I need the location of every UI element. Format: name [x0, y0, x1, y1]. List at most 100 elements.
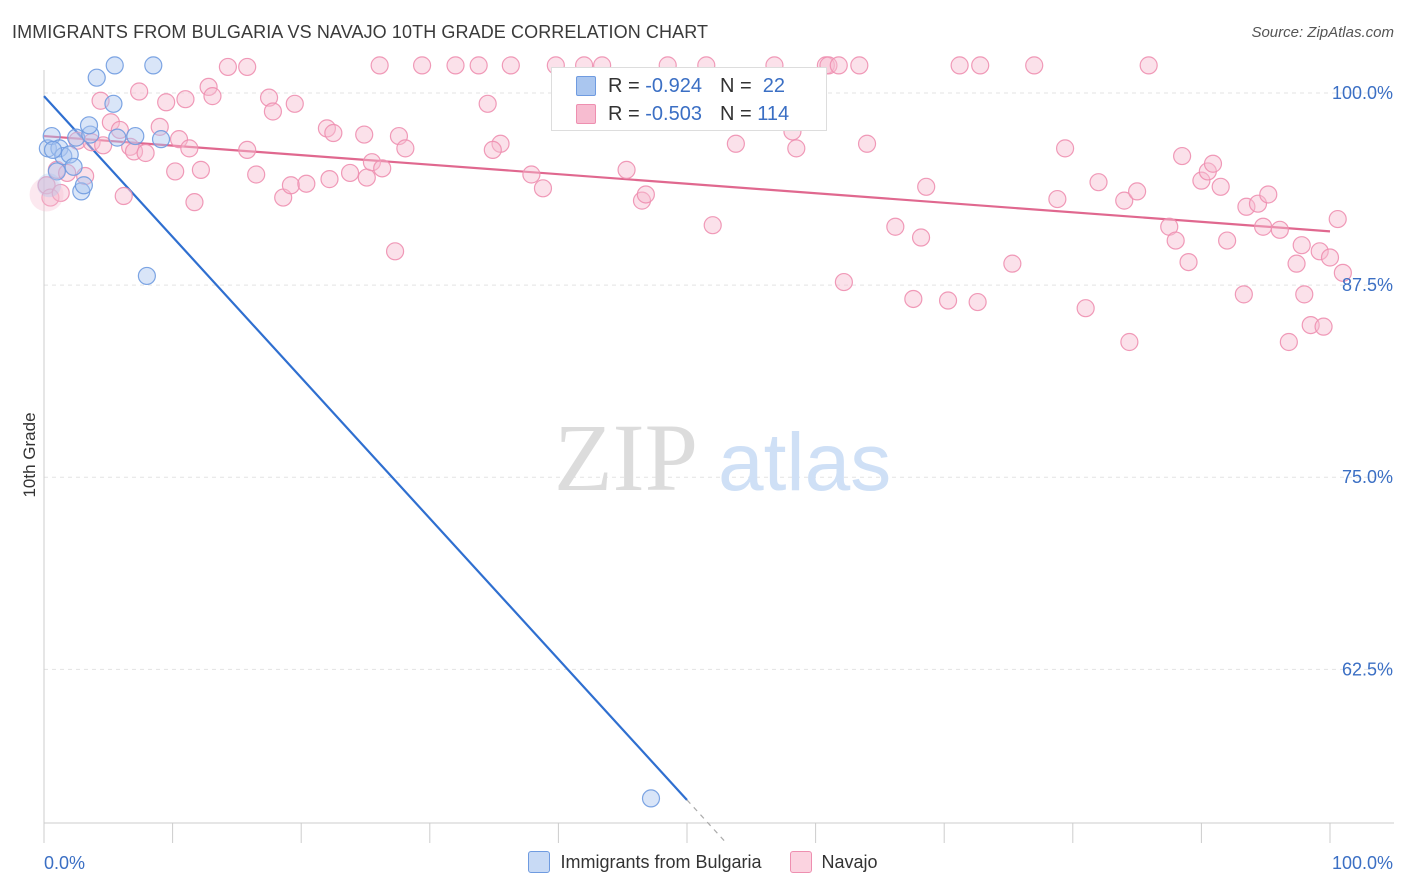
point-navajo-34	[281, 176, 301, 195]
stats-row-bulgaria: R = -0.924 N = 22	[576, 75, 785, 97]
point-navajo-119	[1333, 263, 1352, 282]
point-navajo-115	[1310, 242, 1329, 261]
point-navajo-35	[285, 94, 304, 113]
point-navajo-44	[385, 242, 405, 261]
point-bulgaria-11	[79, 116, 99, 135]
point-navajo-47	[396, 139, 415, 158]
point-navajo-21	[176, 90, 195, 109]
watermark: ZIP atlas	[554, 404, 891, 511]
point-navajo-103	[1218, 231, 1237, 250]
cluster-bulgaria-0	[37, 173, 62, 198]
point-navajo-112	[1292, 236, 1311, 255]
point-navajo-19	[166, 162, 185, 181]
point-navajo-14	[124, 142, 144, 161]
point-navajo-81	[938, 291, 958, 310]
n-label: N =	[719, 74, 752, 97]
point-bulgaria-8	[74, 176, 93, 195]
point-navajo-110	[1279, 332, 1298, 352]
point-navajo-16	[136, 143, 155, 163]
trend-lines	[43, 95, 1331, 843]
point-navajo-1	[41, 188, 60, 207]
chart-title: IMMIGRANTS FROM BULGARIA VS NAVAJO 10TH …	[12, 22, 709, 42]
n-value: 22	[762, 74, 786, 97]
point-navajo-66	[703, 216, 722, 235]
trend-extension-bulgaria	[686, 799, 727, 843]
point-navajo-101	[1203, 154, 1223, 173]
point-navajo-91	[1115, 191, 1134, 210]
point-navajo-113	[1295, 285, 1314, 304]
legend-swatch-navajo	[789, 851, 812, 873]
point-navajo-24	[191, 160, 210, 179]
point-navajo-74	[850, 56, 869, 75]
point-navajo-38	[324, 123, 343, 143]
point-navajo-104	[1234, 285, 1253, 304]
x-tick-label-0: 0.0%	[44, 853, 85, 873]
point-navajo-107	[1254, 217, 1273, 236]
point-navajo-106	[1248, 194, 1268, 213]
point-navajo-22	[180, 139, 199, 158]
point-navajo-20	[169, 130, 189, 149]
point-navajo-77	[886, 217, 905, 236]
point-navajo-94	[1139, 56, 1158, 75]
point-navajo-76	[857, 134, 877, 153]
point-bulgaria-20	[137, 266, 156, 286]
point-navajo-85	[1003, 254, 1022, 273]
point-bulgaria-9	[81, 125, 100, 144]
point-bulgaria-13	[144, 56, 163, 75]
legend-label-bulgaria: Immigrants from Bulgaria	[560, 851, 762, 872]
point-navajo-3	[51, 183, 70, 203]
point-bulgaria-14	[126, 126, 145, 146]
point-navajo-43	[362, 153, 382, 172]
legend-item-bulgaria[interactable]: Immigrants from Bulgaria	[528, 851, 762, 873]
point-navajo-28	[238, 57, 257, 77]
point-navajo-18	[157, 93, 176, 112]
point-navajo-93	[1127, 182, 1147, 201]
trend-line-bulgaria	[43, 95, 688, 801]
point-navajo-99	[1192, 171, 1211, 190]
point-bulgaria-19	[43, 140, 63, 160]
point-navajo-54	[483, 140, 502, 160]
point-bulgaria-6	[67, 128, 86, 147]
trend-line-navajo	[43, 134, 1331, 233]
series-legend: Immigrants from Bulgaria Navajo	[0, 851, 1406, 873]
cluster-navajo-0	[29, 177, 64, 212]
point-navajo-52	[478, 94, 497, 113]
point-navajo-55	[501, 56, 520, 75]
point-navajo-109	[1270, 220, 1289, 239]
legend-label-navajo: Navajo	[821, 851, 878, 872]
point-bulgaria-16	[151, 130, 171, 149]
point-navajo-12	[114, 186, 133, 206]
point-navajo-111	[1287, 254, 1306, 273]
point-navajo-78	[904, 289, 923, 309]
chart-source: Source: ZipAtlas.com	[1251, 24, 1394, 41]
x-tick-label-1: 100.0%	[1332, 853, 1393, 873]
point-navajo-40	[340, 163, 360, 183]
point-navajo-15	[130, 82, 149, 101]
y-tick-label-1: 87.5%	[1342, 275, 1393, 295]
point-bulgaria-17	[108, 128, 127, 147]
point-navajo-84	[968, 292, 987, 312]
point-navajo-90	[1076, 299, 1095, 318]
point-navajo-75	[834, 272, 853, 292]
point-navajo-48	[370, 56, 389, 75]
r-value: -0.924	[645, 74, 702, 97]
point-navajo-36	[297, 174, 316, 193]
point-navajo-82	[950, 56, 969, 75]
point-navajo-88	[1055, 139, 1075, 158]
point-navajo-87	[1048, 189, 1067, 209]
point-navajo-116	[1314, 317, 1333, 336]
point-navajo-26	[203, 87, 222, 106]
point-navajo-89	[1089, 173, 1108, 192]
n-value: 114	[757, 102, 790, 125]
legend-item-navajo[interactable]: Navajo	[789, 851, 878, 873]
point-navajo-41	[357, 168, 376, 187]
point-navajo-92	[1120, 332, 1139, 352]
point-navajo-79	[917, 177, 936, 196]
point-navajo-9	[94, 136, 113, 155]
point-bulgaria-12	[105, 56, 124, 75]
point-navajo-105	[1237, 197, 1256, 216]
point-navajo-30	[247, 165, 266, 184]
point-navajo-25	[199, 77, 218, 97]
point-navajo-96	[1166, 231, 1185, 250]
